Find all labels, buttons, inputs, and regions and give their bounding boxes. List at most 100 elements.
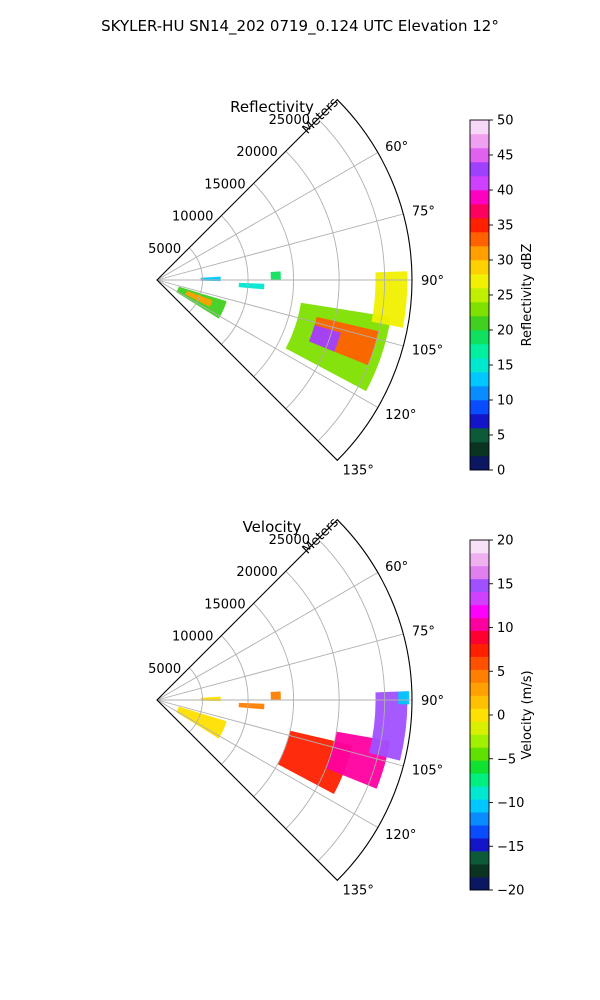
azimuth-tick-label: 105° [412, 343, 443, 358]
azimuth-gridline [156, 213, 404, 281]
colorbar-swatch [470, 358, 489, 373]
colorbar-tick-label: −20 [497, 884, 524, 899]
azimuth-tick-label: 105° [412, 763, 443, 778]
colorbar-swatch [470, 812, 489, 826]
colorbar-swatch [470, 218, 489, 233]
sector-outline [156, 98, 413, 462]
panel-title: Velocity [243, 518, 302, 536]
colorbar-swatch [470, 630, 489, 645]
colorbar-swatch [470, 565, 489, 580]
colorbar-tick-label: 20 [497, 534, 514, 549]
colorbar-swatch [470, 877, 489, 891]
colorbar-swatch [470, 825, 489, 839]
azimuth-tick-label: 60° [385, 140, 408, 155]
radial-tick-label: 5000 [148, 242, 181, 257]
radial-tick-label: 5000 [148, 662, 181, 677]
azimuth-tick-label: 120° [385, 408, 416, 423]
azimuth-tick-label: 90° [421, 694, 444, 709]
colorbar-swatch [470, 176, 489, 191]
colorbar-swatch [470, 316, 489, 331]
colorbar-tick-label: 10 [497, 621, 514, 636]
colorbar-tick-label: −10 [497, 796, 524, 811]
colorbar-swatch [470, 864, 489, 878]
colorbar-swatch [470, 773, 489, 787]
colorbar-swatch [470, 838, 489, 852]
radial-tick-label: 20000 [236, 145, 277, 160]
azimuth-tick-label: 60° [385, 560, 408, 575]
radial-tick-label: 25000 [269, 533, 310, 548]
colorbar-tick-label: 45 [497, 149, 514, 164]
colorbar-tick-label: 25 [497, 289, 514, 304]
azimuth-tick-label: 135° [343, 884, 374, 899]
colorbar-swatch [470, 721, 489, 735]
colorbar-swatch [470, 604, 489, 619]
colorbar-tick-label: 40 [497, 184, 514, 199]
colorbar-tick-label: 0 [497, 464, 505, 479]
colorbar-swatch [470, 591, 489, 606]
azimuth-tick-label: 135° [343, 464, 374, 479]
colorbar-swatch [470, 344, 489, 359]
colorbar-swatch [470, 162, 489, 177]
azimuth-gridline [156, 699, 404, 767]
colorbar-swatch [470, 204, 489, 219]
echo-region [176, 706, 227, 739]
colorbar-swatch [470, 246, 489, 261]
colorbar-swatch [470, 232, 489, 247]
colorbar-swatch [470, 552, 489, 567]
colorbar-tick-label: 35 [497, 219, 514, 234]
colorbar-swatch [470, 643, 489, 657]
echo-region [398, 691, 410, 705]
colorbar-tick-label: −15 [497, 840, 524, 855]
colorbar-swatch [470, 190, 489, 205]
echo-region [308, 325, 341, 352]
colorbar-swatch [470, 617, 489, 632]
colorbar-tick-label: 20 [497, 324, 514, 339]
echo-region [371, 271, 408, 328]
colorbar-tick-label: 5 [497, 429, 505, 444]
azimuth-tick-label: 120° [385, 828, 416, 843]
colorbar-tick-label: 15 [497, 359, 514, 374]
colorbar-swatch [470, 734, 489, 748]
panel-title: Reflectivity [230, 98, 314, 116]
echo-region [270, 271, 281, 280]
echo-layer [176, 691, 410, 795]
radial-tick-label: 15000 [204, 177, 245, 192]
colorbar-swatch [470, 330, 489, 345]
azimuth-tick-label: 90° [421, 274, 444, 289]
colorbar-swatch [470, 428, 489, 443]
echo-layer [176, 271, 408, 392]
colorbar-swatch [470, 386, 489, 401]
colorbar-swatch [470, 302, 489, 317]
colorbar-tick-label: −5 [497, 752, 516, 767]
colorbar-swatch [470, 708, 489, 722]
azimuth-gridline [156, 279, 379, 408]
colorbar-swatch [470, 851, 489, 865]
colorbar-swatch [470, 578, 489, 593]
colorbar-swatch [470, 274, 489, 289]
colorbar-swatch [470, 682, 489, 696]
colorbar-swatch [470, 656, 489, 670]
colorbar-swatch [470, 148, 489, 163]
radial-tick-label: 10000 [172, 210, 213, 225]
colorbar-swatch [470, 442, 489, 457]
azimuth-gridline [156, 572, 379, 701]
azimuth-tick-label: 75° [412, 205, 435, 220]
radial-tick-label: 20000 [236, 565, 277, 580]
velocity-panel: Velocity 5000 10000 15000 20000 25000 60° 75° 90… [148, 515, 535, 898]
colorbar-swatch [470, 372, 489, 387]
colorbar-swatch [470, 747, 489, 761]
radial-tick-label: 10000 [172, 630, 213, 645]
sector-outline [156, 518, 413, 882]
azimuth-gridline [156, 699, 379, 828]
colorbar-swatch [470, 760, 489, 774]
azimuth-tick-label: 75° [412, 625, 435, 640]
colorbar-tick-label: 5 [497, 665, 505, 680]
colorbar-tick-label: 10 [497, 394, 514, 409]
colorbar-swatch [470, 540, 489, 554]
azimuth-gridline [156, 152, 379, 281]
radial-tick-label: 25000 [269, 113, 310, 128]
echo-region [270, 691, 281, 700]
colorbar-swatch [470, 260, 489, 275]
radial-tick-label: 15000 [204, 597, 245, 612]
figure-title: SKYLER-HU SN14_202 0719_0.124 UTC Elevat… [101, 17, 499, 36]
